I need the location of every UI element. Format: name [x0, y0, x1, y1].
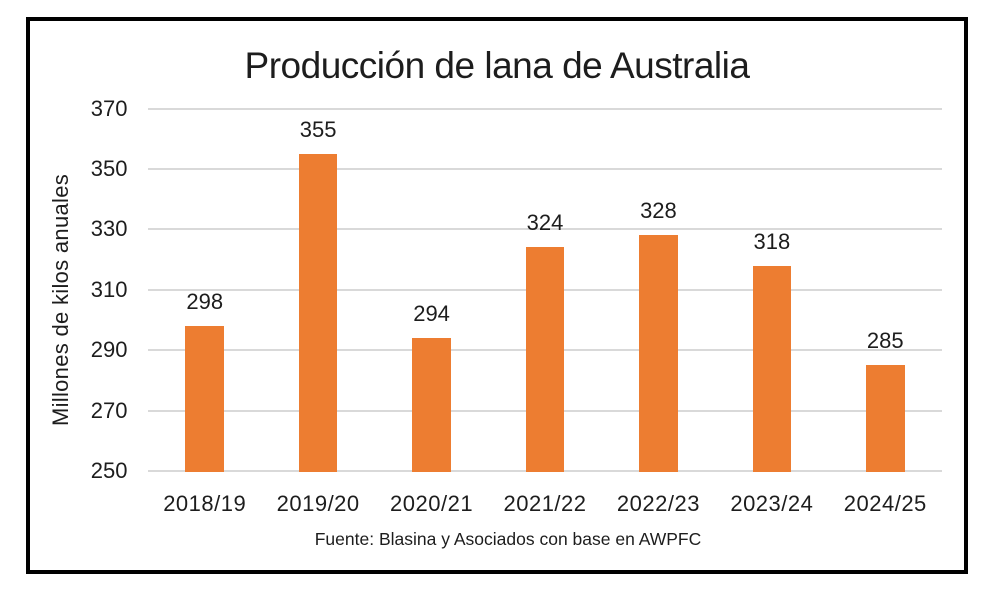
y-tick-label-270: 270: [90, 397, 128, 423]
bar-2020/21: [412, 338, 451, 472]
x-tick-label-2018/19: 2018/19: [163, 490, 247, 516]
source-note: Fuente: Blasina y Asociados con base en …: [314, 528, 702, 549]
x-tick-label-2022/23: 2022/23: [616, 490, 700, 516]
x-tick-label-2023/24: 2023/24: [730, 490, 814, 516]
gridline-350: [148, 167, 942, 170]
x-tick-label-2019/20: 2019/20: [276, 490, 360, 516]
x-tick-label-2021/22: 2021/22: [503, 490, 587, 516]
bar-value-label-2020/21: 294: [413, 301, 450, 327]
bar-2021/22: [525, 247, 565, 472]
y-tick-label-370: 370: [90, 95, 128, 121]
chart-frame: Producción de lana de Australia Millones…: [26, 17, 968, 574]
bar-2024/25: [866, 365, 905, 472]
bar-2023/24: [752, 265, 792, 472]
bar-value-label-2018/19: 298: [186, 288, 224, 314]
gridline-370: [148, 107, 942, 110]
bar-value-label-2024/25: 285: [866, 328, 904, 354]
chart-title: Producción de lana de Australia: [244, 45, 750, 86]
y-tick-label-350: 350: [90, 155, 128, 181]
y-tick-label-290: 290: [90, 337, 128, 363]
y-tick-label-310: 310: [90, 276, 128, 302]
bar-value-label-2021/22: 324: [526, 210, 564, 236]
bar-value-label-2022/23: 328: [640, 198, 677, 224]
x-tick-label-2024/25: 2024/25: [843, 490, 927, 516]
gridline-330: [148, 228, 942, 231]
x-tick-label-2020/21: 2020/21: [390, 490, 474, 516]
bar-2018/19: [185, 325, 224, 472]
y-tick-label-330: 330: [90, 216, 128, 242]
y-tick-label-250: 250: [90, 457, 128, 483]
bar-2022/23: [639, 235, 678, 472]
bar-value-label-2023/24: 318: [753, 228, 791, 254]
bar-value-label-2019/20: 355: [299, 116, 337, 142]
bar-2019/20: [298, 153, 338, 472]
